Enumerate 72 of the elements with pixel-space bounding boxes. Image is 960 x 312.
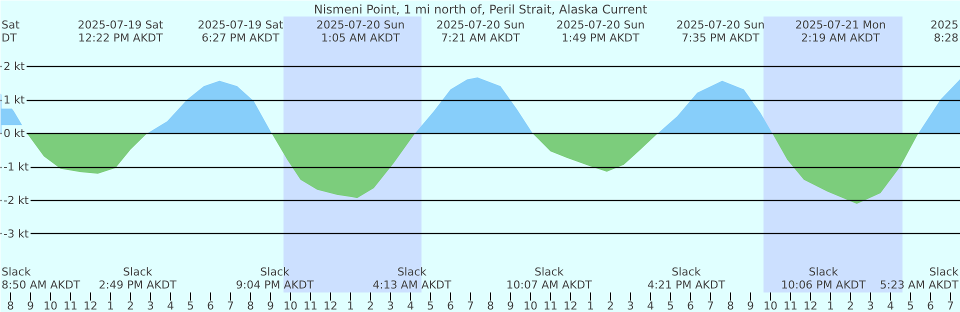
x-tick-label: 11 [304,300,318,312]
x-tick-label: 5 [427,300,434,312]
x-tick-label: 10 [764,300,778,312]
annotation: Slack 10:06 PM AKDT [780,266,866,292]
x-tick-label: 6 [207,300,214,312]
annotation: 2025-07-20 Sun 7:21 AM AKDT [436,18,525,44]
x-tick-label: 3 [387,300,394,312]
y-tick-label: 1 kt [4,94,26,107]
x-tick-label: 11 [784,300,798,312]
x-tick-label: 2 [127,300,134,312]
annotation: 2025 8:28 [930,18,959,44]
x-tick-label: 8 [7,300,14,312]
x-tick-label: 4 [647,300,654,312]
x-tick-label: 11 [64,300,78,312]
x-tick-label: 10 [44,300,58,312]
y-tick-label: -2 kt [4,194,30,207]
x-tick-label: 12 [84,300,98,312]
x-tick-label: 12 [804,300,818,312]
x-tick-label: 6 [447,300,454,312]
x-tick-label: 5 [667,300,674,312]
x-tick-label: 6 [687,300,694,312]
x-tick-label: 7 [707,300,714,312]
annotation: 2025-07-20 Sun 7:35 PM AKDT [676,18,765,44]
x-tick-label: 9 [27,300,34,312]
annotation: Slack 5:23 AM AKDT [880,266,960,292]
x-tick-label: 1 [347,300,354,312]
x-tick-label: 6 [927,300,934,312]
x-tick-label: 8 [247,300,254,312]
x-tick-label: 2 [367,300,374,312]
x-tick-label: 7 [467,300,474,312]
x-tick-label: 5 [187,300,194,312]
x-tick-label: 4 [167,300,174,312]
x-tick-label: 5 [907,300,914,312]
y-tick-label: -1 kt [4,160,30,174]
x-tick-label: 8 [727,300,734,312]
chart-title: Nismeni Point, 1 mi north of, Peril Strait, Alaska Current [314,2,648,16]
x-tick-label: 7 [227,300,234,312]
annotation: 2025-07-21 Mon 2:19 AM AKDT [795,18,886,44]
x-tick-label: 12 [324,300,338,312]
x-tick-label: 8 [487,300,494,312]
x-tick-label: 1 [107,300,114,312]
annotation: Slack 9:04 PM AKDT [236,266,314,292]
y-tick-label: -3 kt [4,227,30,240]
annotation: Slack 10:07 AM AKDT [506,266,592,292]
x-tick-label: 4 [407,300,414,312]
x-tick-label: 1 [827,300,834,312]
x-tick-label: 3 [867,300,874,312]
x-tick-label: 9 [267,300,274,312]
annotation: Slack 2:49 PM AKDT [98,266,177,292]
x-tick-label: 12 [564,300,578,312]
annotation: 2025-07-19 Sat 12:22 PM AKDT [78,18,164,44]
x-tick-label: 7 [947,300,954,312]
y-tick-label: 0 kt [4,127,26,140]
x-tick-label: 10 [524,300,538,312]
y-tick-label: 2 kt [4,60,26,74]
x-tick-label: 3 [147,300,154,312]
annotation: Slack 8:50 AM AKDT [2,266,80,292]
x-tick-label: 3 [627,300,634,312]
annotation: Slack 4:13 AM AKDT [372,266,452,292]
x-tick-label: 1 [587,300,594,312]
annotation: Sat DT [2,18,20,44]
annotation: Slack 4:21 PM AKDT [647,266,726,292]
x-tick-label: 10 [284,300,298,312]
x-tick-label: 9 [747,300,754,312]
annotation: 2025-07-19 Sat 6:27 PM AKDT [198,18,284,44]
x-tick-label: 11 [544,300,558,312]
annotation: 2025-07-20 Sun 1:49 PM AKDT [556,18,645,44]
x-tick-label: 4 [887,300,894,312]
annotation: 2025-07-20 Sun 1:05 AM AKDT [316,18,405,44]
x-tick-label: 2 [847,300,854,312]
x-tick-label: 9 [507,300,514,312]
x-tick-label: 2 [607,300,614,312]
